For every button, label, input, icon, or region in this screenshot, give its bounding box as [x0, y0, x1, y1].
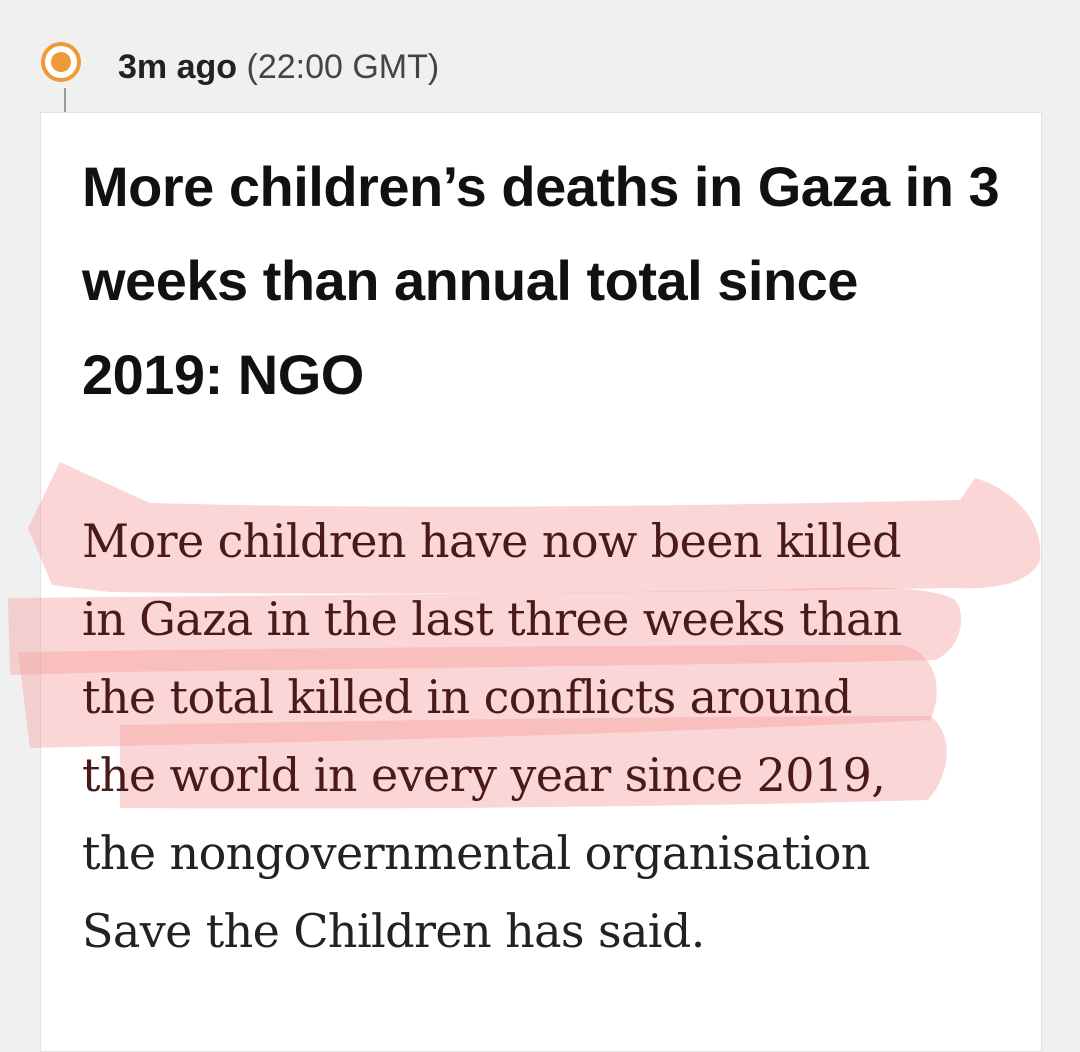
timeline-line — [64, 88, 66, 114]
body-line: the world in every year since 2019, — [82, 748, 886, 802]
body-line: in Gaza in the last three weeks than — [82, 592, 902, 646]
absolute-time: (22:00 GMT) — [246, 48, 440, 86]
live-update-card — [40, 112, 1042, 1052]
body-line: More children have now been killed — [82, 514, 902, 568]
relative-time: 3m ago — [118, 48, 238, 86]
article-body: More children have now been killed in Ga… — [82, 502, 1022, 970]
body-line: the total killed in conflicts around — [82, 670, 852, 724]
live-indicator-icon — [41, 42, 81, 82]
entry-timestamp: 3m ago (22:00 GMT) — [118, 44, 439, 90]
body-line: the nongovernmental organisation — [82, 826, 870, 880]
body-line: Save the Children has said. — [82, 904, 705, 958]
article-headline: More children’s deaths in Gaza in 3 week… — [82, 155, 1000, 406]
live-indicator-dot — [51, 52, 71, 72]
